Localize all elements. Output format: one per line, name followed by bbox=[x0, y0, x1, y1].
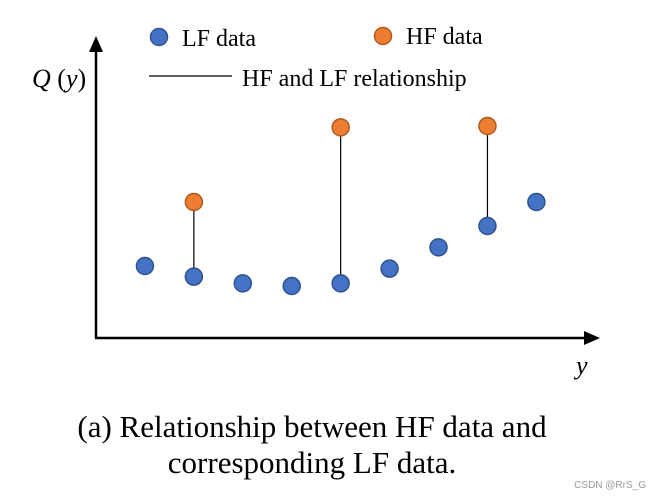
lf-data-point bbox=[184, 267, 204, 286]
y-axis-label-open: ( bbox=[57, 64, 66, 93]
lf-data-point bbox=[331, 274, 350, 293]
lf-data-point bbox=[478, 216, 497, 236]
x-axis-label: y bbox=[573, 351, 588, 380]
hf-data-point bbox=[478, 116, 497, 136]
lf-data-point bbox=[135, 256, 155, 276]
lf-data-point bbox=[380, 259, 399, 278]
y-axis-label-close: ) bbox=[78, 64, 87, 93]
caption-line-2: corresponding LF data. bbox=[168, 445, 456, 480]
y-axis-label: Q (y) bbox=[32, 64, 86, 93]
y-axis-label-q: Q bbox=[32, 64, 51, 93]
lf-points bbox=[135, 192, 546, 296]
x-axis-arrowhead bbox=[584, 331, 600, 345]
hf-data-point bbox=[331, 118, 350, 137]
legend-lf-marker bbox=[149, 27, 169, 47]
hf-points bbox=[184, 116, 497, 212]
lf-data-point bbox=[429, 238, 448, 257]
hf-data-point bbox=[184, 192, 204, 212]
watermark: CSDN @RrS_G bbox=[574, 480, 646, 491]
relationship-lines bbox=[193, 126, 489, 284]
legend-hf-marker bbox=[373, 26, 393, 46]
lf-data-point bbox=[282, 276, 301, 296]
axes bbox=[89, 36, 600, 345]
y-axis-label-var: y bbox=[63, 64, 78, 93]
caption-line-1: (a) Relationship between HF data and bbox=[77, 409, 547, 444]
legend: LF data HF data HF and LF relationship bbox=[149, 24, 483, 92]
y-axis-arrowhead bbox=[89, 36, 103, 52]
legend-line-label: HF and LF relationship bbox=[242, 66, 467, 92]
legend-hf-label: HF data bbox=[406, 24, 483, 50]
lf-data-point bbox=[233, 274, 253, 293]
lf-data-point bbox=[527, 192, 546, 212]
legend-lf-label: LF data bbox=[182, 26, 256, 52]
